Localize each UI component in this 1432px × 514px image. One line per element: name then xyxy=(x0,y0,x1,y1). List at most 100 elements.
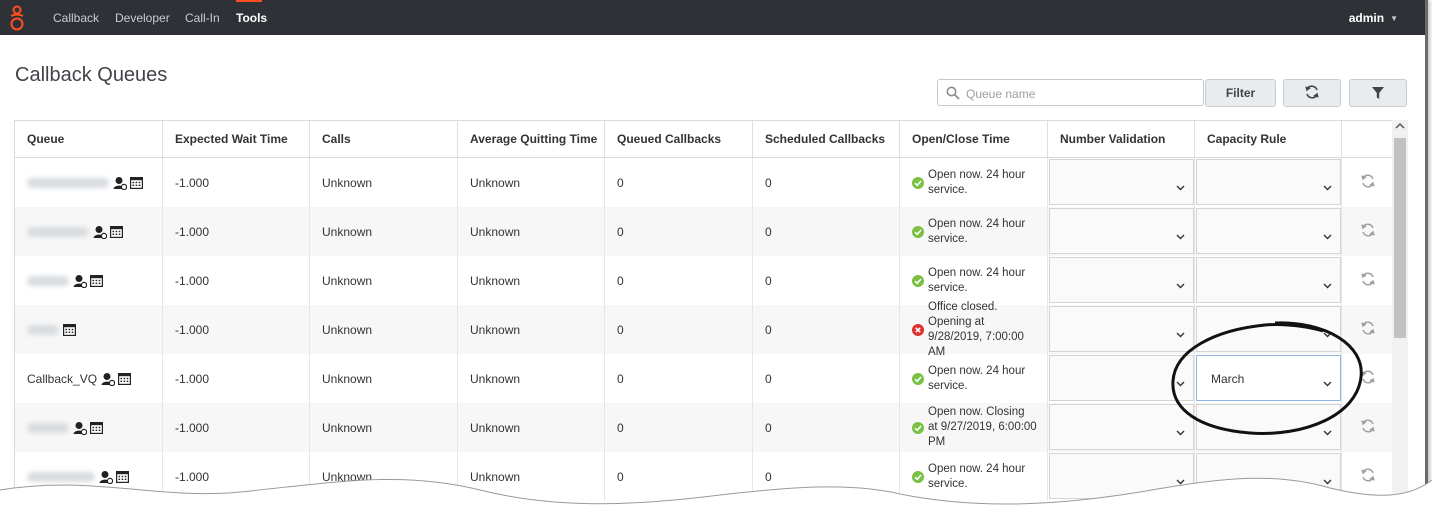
open-status-icon xyxy=(912,225,924,238)
chevron-down-icon xyxy=(1176,332,1185,338)
nav-call-in[interactable]: Call-In xyxy=(185,11,220,25)
agent-icon xyxy=(101,372,116,386)
redacted-queue-name xyxy=(27,177,109,188)
chevron-down-icon xyxy=(1176,381,1185,387)
cell-open-close: Open now. 24 hour service. xyxy=(900,158,1048,207)
search-input[interactable] xyxy=(964,84,1198,103)
number-validation-select[interactable] xyxy=(1049,355,1194,401)
genesys-logo-icon[interactable] xyxy=(6,3,28,33)
row-refresh-icon[interactable] xyxy=(1360,418,1376,434)
scrollbar-thumb[interactable] xyxy=(1394,138,1406,338)
col-header-queue[interactable]: Queue xyxy=(15,121,163,158)
chevron-down-icon xyxy=(1323,283,1332,289)
queue-icons xyxy=(73,274,103,288)
number-validation-select[interactable] xyxy=(1049,257,1194,303)
cell-calls: Unknown xyxy=(310,354,458,403)
row-refresh-icon[interactable] xyxy=(1360,222,1376,238)
cell-calls: Unknown xyxy=(310,207,458,256)
col-header-open-close[interactable]: Open/Close Time xyxy=(900,121,1048,158)
table-row: -1.000 Unknown Unknown 0 0 Open now. Closing … xyxy=(15,403,1393,452)
number-validation-select[interactable] xyxy=(1049,208,1194,254)
col-header-queued[interactable]: Queued Callbacks xyxy=(605,121,753,158)
queue-icons xyxy=(73,421,103,435)
closed-status-icon xyxy=(912,323,924,336)
queue-icons xyxy=(101,372,132,386)
refresh-button[interactable] xyxy=(1283,79,1341,107)
row-refresh-icon[interactable] xyxy=(1360,173,1376,189)
col-header-number-validation[interactable]: Number Validation Rule xyxy=(1048,121,1195,182)
nav-callback[interactable]: Callback xyxy=(53,11,100,25)
cell-capacity xyxy=(1195,305,1342,354)
table-row: -1.000 Unknown Unknown 0 0 Open now. 24 hour … xyxy=(15,207,1393,256)
cell-open-close: Open now. Closing at 9/27/2019, 6:00:00 … xyxy=(900,403,1048,452)
table-row: -1.000 Unknown Unknown 0 0 Open now. 24 hour … xyxy=(15,158,1393,207)
cell-queue: Callback_VQ xyxy=(15,354,163,403)
redacted-queue-name xyxy=(27,275,69,286)
active-tab-indicator xyxy=(236,0,262,2)
cell-scheduled: 0 xyxy=(753,207,900,256)
scroll-up-icon[interactable] xyxy=(1395,122,1405,130)
capacity-rule-select[interactable] xyxy=(1196,306,1341,352)
cell-quit: Unknown xyxy=(458,305,605,354)
status-text: Open now. 24 hour service. xyxy=(928,364,1026,392)
capacity-rule-select[interactable]: March xyxy=(1196,355,1341,401)
calendar-icon xyxy=(116,471,129,483)
cell-number-validation xyxy=(1048,403,1195,452)
agent-icon xyxy=(113,176,127,190)
agent-icon xyxy=(73,274,87,288)
row-refresh-icon[interactable] xyxy=(1360,271,1376,287)
row-refresh-icon[interactable] xyxy=(1360,467,1376,483)
calendar-icon xyxy=(63,324,76,336)
status-text: Open now. 24 hour service. xyxy=(928,168,1026,196)
user-menu[interactable]: admin ▼ xyxy=(1349,11,1398,25)
cell-open-close: Open now. 24 hour service. xyxy=(900,207,1048,256)
number-validation-select[interactable] xyxy=(1049,306,1194,352)
number-validation-select[interactable] xyxy=(1049,159,1194,205)
calendar-icon xyxy=(90,275,103,287)
queue-name[interactable]: Callback_VQ xyxy=(27,371,98,386)
advanced-filter-button[interactable] xyxy=(1349,79,1407,107)
col-header-expected-wait[interactable]: Expected Wait Time xyxy=(163,121,310,158)
status-text: Open now. 24 hour service. xyxy=(928,266,1026,294)
capacity-rule-select[interactable] xyxy=(1196,208,1341,254)
cell-calls: Unknown xyxy=(310,158,458,207)
col-header-scheduled[interactable]: Scheduled Callbacks xyxy=(753,121,900,158)
cell-quit: Unknown xyxy=(458,256,605,305)
cell-quit: Unknown xyxy=(458,403,605,452)
status-text: Open now. 24 hour service. xyxy=(928,462,1026,490)
cell-number-validation xyxy=(1048,305,1195,354)
number-validation-select[interactable] xyxy=(1049,404,1194,450)
cell-open-close: Open now. 24 hour service. xyxy=(900,354,1048,403)
calendar-icon xyxy=(118,373,132,385)
calendar-icon xyxy=(90,422,103,434)
redacted-queue-name xyxy=(27,422,69,433)
row-refresh-icon[interactable] xyxy=(1360,320,1376,336)
capacity-rule-select[interactable] xyxy=(1196,257,1341,303)
number-validation-select[interactable] xyxy=(1049,453,1194,499)
chevron-down-icon xyxy=(1323,332,1332,338)
select-value: March xyxy=(1211,372,1245,386)
col-header-capacity[interactable]: Capacity Rule xyxy=(1195,121,1342,158)
search-box[interactable] xyxy=(937,79,1204,106)
filter-button[interactable]: Filter xyxy=(1205,79,1276,107)
nav-developer[interactable]: Developer xyxy=(115,11,170,25)
vertical-scrollbar[interactable] xyxy=(1392,120,1408,514)
cell-capacity xyxy=(1195,256,1342,305)
capacity-rule-select[interactable] xyxy=(1196,453,1341,499)
cell-capacity xyxy=(1195,403,1342,452)
cell-wait: -1.000 xyxy=(163,452,310,501)
cell-wait: -1.000 xyxy=(163,207,310,256)
redacted-queue-name xyxy=(27,471,95,482)
capacity-rule-select[interactable] xyxy=(1196,159,1341,205)
cell-queue xyxy=(15,256,163,305)
table-row: -1.000 Unknown Unknown 0 0 Open now. 24 hour … xyxy=(15,452,1393,501)
col-header-calls[interactable]: Calls xyxy=(310,121,458,158)
col-header-avg-quit[interactable]: Average Quitting Time xyxy=(458,121,605,158)
chevron-down-icon xyxy=(1323,479,1332,485)
capacity-rule-select[interactable] xyxy=(1196,404,1341,450)
nav-tools[interactable]: Tools xyxy=(236,11,268,25)
row-refresh-icon[interactable] xyxy=(1360,369,1376,385)
cell-queued: 0 xyxy=(605,452,753,501)
cell-number-validation xyxy=(1048,158,1195,207)
chevron-down-icon xyxy=(1323,185,1332,191)
